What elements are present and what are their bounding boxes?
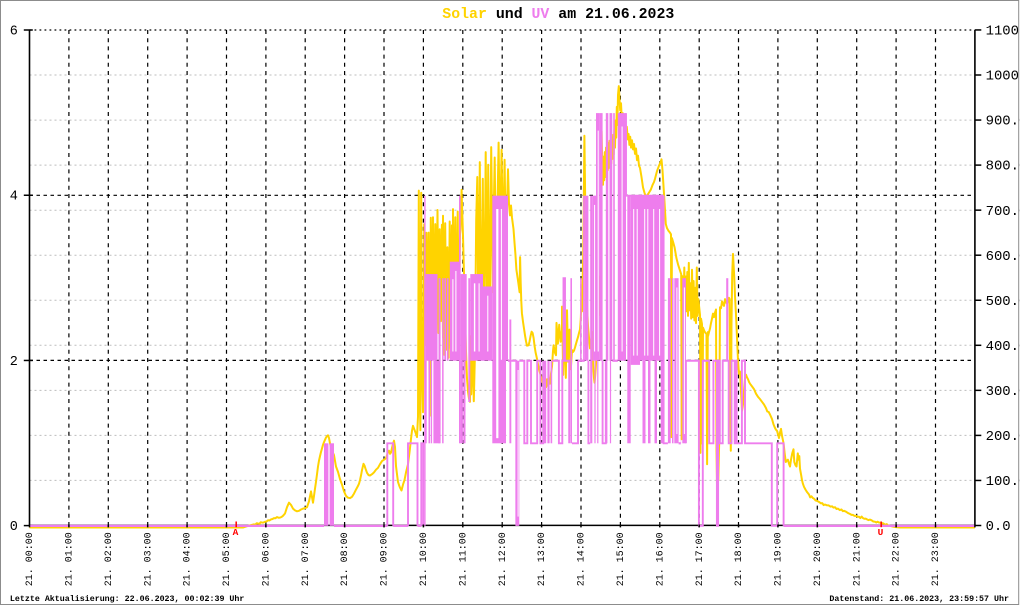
svg-text:21. 15:00: 21. 15:00 [616,532,627,586]
svg-text:900.0: 900.0 [986,115,1020,130]
svg-text:21. 01:00: 21. 01:00 [64,532,75,586]
svg-text:21. 00:00: 21. 00:00 [25,532,36,586]
svg-text:und: und [496,7,523,23]
svg-text:800.0: 800.0 [986,160,1020,175]
svg-text:21. 11:00: 21. 11:00 [458,532,469,586]
svg-text:U: U [878,527,884,538]
svg-text:21. 23:00: 21. 23:00 [931,532,942,586]
svg-text:21. 16:00: 21. 16:00 [655,532,666,586]
svg-text:300.0: 300.0 [986,385,1020,400]
svg-text:200.0: 200.0 [986,430,1020,445]
svg-text:21. 19:00: 21. 19:00 [774,532,785,586]
svg-text:1000.0: 1000.0 [986,70,1020,85]
svg-text:21. 04:00: 21. 04:00 [183,532,194,586]
svg-text:A: A [233,527,239,538]
svg-text:2: 2 [10,355,18,370]
svg-text:1100.0: 1100.0 [986,25,1020,40]
svg-text:21. 08:00: 21. 08:00 [340,532,351,586]
svg-text:0: 0 [10,520,18,535]
svg-text:Datenstand: 21.06.2023, 23:59:: Datenstand: 21.06.2023, 23:59:57 Uhr [829,594,1009,604]
svg-text:100.0: 100.0 [986,475,1020,490]
svg-text:21. 10:00: 21. 10:00 [419,532,430,586]
svg-text:UV: UV [532,7,550,23]
svg-text:21. 05:00: 21. 05:00 [222,532,233,586]
svg-text:21. 21:00: 21. 21:00 [852,532,863,586]
svg-text:4: 4 [10,190,18,205]
svg-text:400.0: 400.0 [986,340,1020,355]
svg-text:Letzte Aktualisierung: 22.06.2: Letzte Aktualisierung: 22.06.2023, 00:02… [10,594,245,604]
svg-text:6: 6 [10,24,18,39]
svg-text:500.0: 500.0 [986,295,1020,310]
svg-text:21. 20:00: 21. 20:00 [813,532,824,586]
svg-text:21. 12:00: 21. 12:00 [498,532,509,586]
svg-text:600.0: 600.0 [986,250,1020,265]
svg-text:21. 07:00: 21. 07:00 [301,532,312,586]
svg-text:21. 14:00: 21. 14:00 [577,532,588,586]
svg-text:700.0: 700.0 [986,205,1020,220]
svg-text:21. 22:00: 21. 22:00 [892,532,903,586]
svg-text:0.0: 0.0 [986,520,1011,535]
svg-text:am 21.06.2023: am 21.06.2023 [558,7,674,23]
svg-text:21. 09:00: 21. 09:00 [380,532,391,586]
svg-text:21. 02:00: 21. 02:00 [104,532,115,586]
svg-text:21. 18:00: 21. 18:00 [734,532,745,586]
svg-text:21. 13:00: 21. 13:00 [537,532,548,586]
svg-text:Solar: Solar [442,7,487,23]
svg-text:21. 03:00: 21. 03:00 [143,532,154,586]
svg-text:21. 17:00: 21. 17:00 [695,532,706,586]
svg-text:21. 06:00: 21. 06:00 [261,532,272,586]
